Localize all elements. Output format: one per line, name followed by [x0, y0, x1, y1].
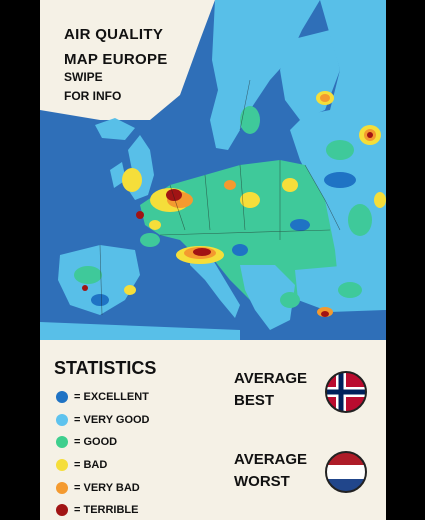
very-good-dot-icon: [56, 413, 68, 426]
average-worst-label: AVERAGE WORST: [234, 449, 307, 493]
excellent-dot-icon: [56, 391, 68, 404]
land-iceland: [95, 118, 135, 140]
land-scandinavia: [210, 0, 320, 150]
average-best-line-1: AVERAGE: [234, 370, 308, 387]
legend-item-very-good: = VERY GOOD: [56, 409, 150, 432]
average-worst-line-2: WORST: [234, 473, 290, 490]
land-north-africa: [40, 322, 240, 340]
legend-item-good: = GOOD: [56, 431, 150, 454]
land-balkans: [240, 265, 295, 330]
legend-label: = EXCELLENT: [74, 391, 149, 404]
average-worst-line-1: AVERAGE: [234, 451, 308, 468]
land-italy: [190, 250, 240, 318]
legend-item-very-bad: = VERY BAD: [56, 476, 150, 499]
good-dot-icon: [56, 436, 68, 449]
europe-air-quality-map: AIR QUALITY MAP EUROPE SWIPE FOR INFO: [40, 0, 386, 340]
norway-flag-icon: [325, 371, 367, 413]
title-line-1: AIR QUALITY: [64, 26, 164, 43]
infographic-panel: AIR QUALITY MAP EUROPE SWIPE FOR INFO ST…: [40, 0, 386, 520]
average-best-line-2: BEST: [234, 392, 275, 409]
terrible-dot-icon: [56, 504, 68, 517]
very-bad-dot-icon: [56, 481, 68, 494]
legend-label: = GOOD: [74, 436, 118, 449]
legend-item-bad: = BAD: [56, 454, 150, 477]
map-title: AIR QUALITY MAP EUROPE: [64, 22, 168, 72]
netherlands-flag-icon: [325, 451, 367, 493]
legend-item-terrible: = TERRIBLE: [56, 499, 150, 520]
swipe-hint: SWIPE FOR INFO: [64, 70, 122, 103]
map-graphic: [40, 0, 386, 340]
statistics-title: STATISTICS: [54, 358, 157, 378]
legend-label: = BAD: [74, 459, 108, 472]
title-line-2: MAP EUROPE: [64, 51, 168, 68]
country-borders: [99, 79, 341, 316]
legend-label: = VERY GOOD: [74, 413, 150, 426]
good-air-patches: [74, 106, 372, 308]
bad-dot-icon: [56, 459, 68, 472]
excellent-air-patches: [91, 172, 356, 306]
title-background: [40, 0, 215, 120]
statistics-section: STATISTICS = EXCELLENT = VERY GOOD = GOO…: [40, 342, 386, 520]
legend-item-excellent: = EXCELLENT: [56, 386, 150, 409]
average-best-label: AVERAGE BEST: [234, 368, 307, 412]
legend-label: = TERRIBLE: [74, 504, 139, 517]
legend: = EXCELLENT = VERY GOOD = GOOD = BAD = V…: [56, 386, 150, 520]
land-ireland: [110, 162, 126, 188]
legend-label: = VERY BAD: [74, 481, 140, 494]
terrible-air-patches: [82, 132, 373, 317]
